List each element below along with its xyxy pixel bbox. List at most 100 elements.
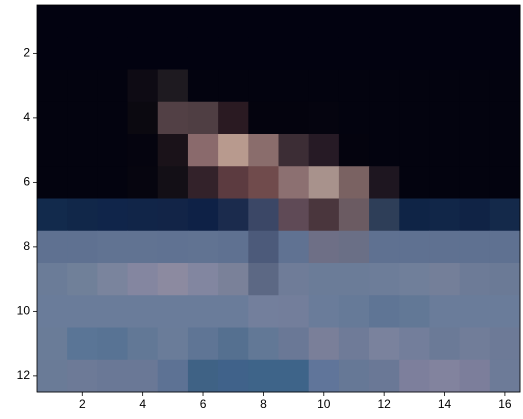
pixel <box>429 166 460 199</box>
pixel <box>248 5 279 38</box>
pixel <box>279 360 310 393</box>
pixel <box>158 5 189 38</box>
pixel <box>339 295 370 328</box>
pixel <box>399 166 430 199</box>
pixel <box>399 328 430 361</box>
pixel <box>128 231 159 264</box>
pixel <box>279 199 310 232</box>
pixel <box>279 102 310 135</box>
pixel <box>490 37 521 70</box>
pixel <box>429 37 460 70</box>
pixel <box>369 5 400 38</box>
y-tick-label: 10 <box>17 304 31 318</box>
pixel <box>218 37 249 70</box>
pixel <box>97 134 128 167</box>
pixel <box>218 263 249 296</box>
pixel <box>97 199 128 232</box>
pixel <box>188 328 219 361</box>
pixel <box>490 102 521 135</box>
pixel <box>128 166 159 199</box>
pixel <box>188 360 219 393</box>
pixel <box>67 231 98 264</box>
pixel <box>490 134 521 167</box>
pixel <box>128 102 159 135</box>
pixel <box>399 102 430 135</box>
pixel <box>369 166 400 199</box>
pixel <box>188 199 219 232</box>
pixel <box>339 328 370 361</box>
x-tick-label: 8 <box>260 397 267 411</box>
pixel <box>369 199 400 232</box>
pixel <box>248 37 279 70</box>
pixel <box>279 263 310 296</box>
pixel <box>67 102 98 135</box>
pixel <box>460 360 491 393</box>
pixel <box>490 295 521 328</box>
pixel <box>188 295 219 328</box>
pixel <box>309 263 340 296</box>
pixel <box>279 166 310 199</box>
y-tick-label: 4 <box>23 110 30 124</box>
pixel <box>188 134 219 167</box>
pixel <box>158 199 189 232</box>
pixel <box>490 199 521 232</box>
pixel <box>158 70 189 103</box>
pixel <box>218 231 249 264</box>
pixel <box>369 231 400 264</box>
pixel <box>188 5 219 38</box>
pixel <box>369 263 400 296</box>
pixel <box>369 37 400 70</box>
x-tick-label: 4 <box>139 397 146 411</box>
pixel <box>97 5 128 38</box>
x-tick-label: 14 <box>438 397 452 411</box>
pixel <box>97 231 128 264</box>
pixel <box>309 37 340 70</box>
pixel <box>248 166 279 199</box>
pixel <box>339 37 370 70</box>
pixel <box>460 328 491 361</box>
pixel <box>248 295 279 328</box>
pixel <box>279 5 310 38</box>
pixel <box>218 360 249 393</box>
pixel <box>67 360 98 393</box>
pixel <box>339 166 370 199</box>
pixel <box>309 5 340 38</box>
pixel <box>460 199 491 232</box>
pixel <box>158 360 189 393</box>
pixel <box>309 199 340 232</box>
pixel <box>429 295 460 328</box>
pixel <box>339 5 370 38</box>
pixel <box>248 231 279 264</box>
pixel <box>158 295 189 328</box>
pixel <box>188 37 219 70</box>
pixel <box>218 134 249 167</box>
pixel <box>429 199 460 232</box>
pixel <box>97 360 128 393</box>
pixel <box>309 166 340 199</box>
pixel <box>490 5 521 38</box>
pixel <box>339 102 370 135</box>
pixel <box>158 37 189 70</box>
pixel <box>67 134 98 167</box>
pixel <box>369 102 400 135</box>
pixel <box>128 199 159 232</box>
pixel <box>67 70 98 103</box>
pixel <box>97 295 128 328</box>
pixel <box>429 231 460 264</box>
pixel <box>188 231 219 264</box>
pixel <box>279 37 310 70</box>
pixel <box>460 263 491 296</box>
pixel <box>399 263 430 296</box>
pixel <box>248 199 279 232</box>
pixel <box>339 263 370 296</box>
pixel <box>218 102 249 135</box>
pixel <box>188 102 219 135</box>
pixel <box>97 70 128 103</box>
pixel <box>218 5 249 38</box>
pixel <box>399 5 430 38</box>
pixel <box>97 102 128 135</box>
pixel <box>369 295 400 328</box>
pixel <box>158 231 189 264</box>
pixel <box>67 199 98 232</box>
pixel <box>279 70 310 103</box>
